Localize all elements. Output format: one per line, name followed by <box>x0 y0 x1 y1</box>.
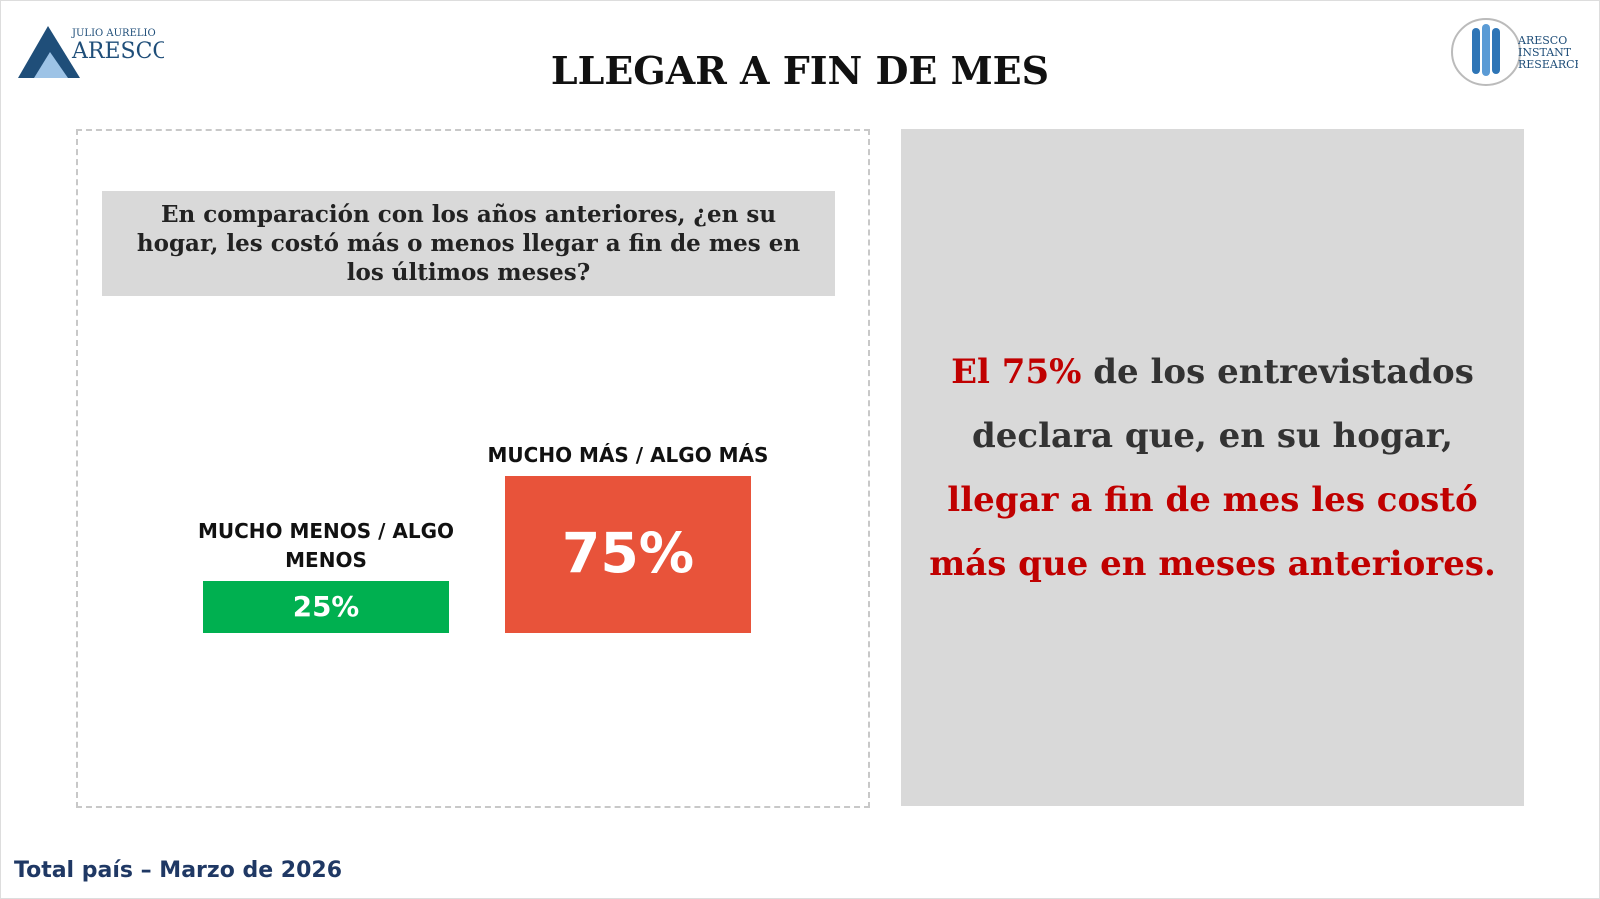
summary-line: declara que, en su hogar, <box>972 404 1453 468</box>
logo-right-text: RESEARCH <box>1518 58 1578 71</box>
summary-line: más que en meses anteriores. <box>929 532 1496 596</box>
logo-right: ARESCO INSTANT RESEARCH <box>1451 18 1578 86</box>
summary-text: de los entrevistados <box>1081 351 1474 392</box>
value-label: 25% <box>292 590 360 624</box>
category-label: MUCHO MÁS / ALGO MÁS <box>487 442 769 467</box>
logo-small-text: JULIO AURELIO <box>71 28 156 39</box>
chart-panel <box>76 129 870 808</box>
value-label: 75% <box>561 522 695 587</box>
logo-right-text: INSTANT <box>1518 46 1572 59</box>
bar: 75% <box>505 475 751 633</box>
summary-panel: El 75% de los entrevistados declara que, … <box>901 129 1524 806</box>
question: En comparación con los años anteriores, … <box>102 191 835 296</box>
summary-line: El 75% de los entrevistados <box>951 340 1474 404</box>
summary-line: llegar a fin de mes les costó <box>947 468 1477 532</box>
plot-area: 25% MUCHO MENOS / ALGO MENOS 75% MUCHO MÁS … <box>76 129 868 806</box>
logo-right-text: ARESCO <box>1517 34 1567 47</box>
summary-text: declara que, en su hogar, <box>972 415 1453 456</box>
logo-left: JULIO AURELIO ARESCO <box>18 26 164 78</box>
logo-text: ARESCO <box>71 39 164 64</box>
title: LLEGAR A FIN DE MES <box>550 48 1050 93</box>
summary-text: llegar a fin de mes les costó <box>947 479 1478 520</box>
category-label: MUCHO MENOS / ALGO MENOS <box>197 518 455 572</box>
summary-text: más que en meses anteriores. <box>929 543 1496 584</box>
footer: Total país – Marzo de 2026 <box>14 858 343 883</box>
summary-text: El 75% <box>951 351 1082 392</box>
bar: 25% <box>203 580 449 633</box>
